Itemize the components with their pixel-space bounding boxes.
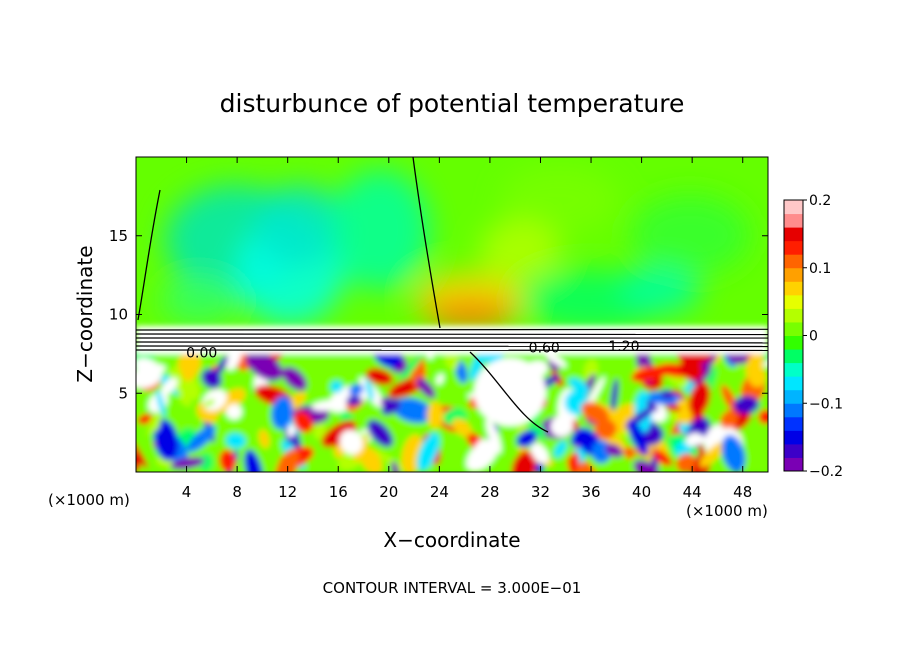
contour-lines	[136, 157, 768, 433]
colorbar-swatch	[784, 267, 803, 282]
x-tick-label: 8	[232, 483, 242, 501]
colorbar-swatch	[784, 200, 803, 215]
colorbar-swatch	[784, 335, 803, 350]
x-tick-label: 44	[683, 483, 702, 501]
x-tick-label: 20	[379, 483, 398, 501]
plot-area	[136, 157, 768, 472]
chart-title: disturbunce of potential temperature	[220, 89, 685, 118]
colorbar: 0.2 0.1 0 −0.1 −0.2	[783, 193, 843, 480]
colorbar-swatch	[784, 227, 803, 242]
colorbar-swatch	[784, 240, 803, 255]
colorbar-tick-label: 0.2	[809, 193, 831, 209]
upper-field	[160, 165, 750, 330]
colorbar-swatch	[784, 281, 803, 296]
colorbar-tick-label: 0.1	[809, 261, 831, 277]
contour-label: 0.60	[529, 341, 560, 357]
colorbar-swatch	[784, 362, 803, 377]
colorbar-swatch	[784, 308, 803, 323]
y-axis: 5 10 15	[109, 227, 768, 402]
x-tick-label: 36	[581, 483, 600, 501]
y-axis-label: Z−coordinate	[73, 245, 97, 382]
contour-interval-note: CONTOUR INTERVAL = 3.000E−01	[323, 579, 582, 597]
x-tick-label: 40	[632, 483, 651, 501]
y-tick-label: 15	[109, 227, 128, 245]
colorbar-swatch	[784, 349, 803, 364]
x-tick-label: 4	[182, 483, 192, 501]
colorbar-tick-label: 0	[809, 329, 818, 345]
contour-labels: 0.00 0.60 1.20	[186, 339, 639, 361]
colorbar-swatch	[784, 457, 803, 472]
x-tick-label: 12	[278, 483, 297, 501]
x-unit-right: (×1000 m)	[686, 502, 768, 520]
x-tick-label: 48	[733, 483, 752, 501]
colorbar-swatch	[784, 254, 803, 269]
colorbar-swatch	[784, 213, 803, 228]
colorbar-swatch	[784, 294, 803, 309]
colorbar-swatch	[784, 403, 803, 418]
x-tick-label: 32	[531, 483, 550, 501]
colorbar-swatch	[784, 321, 803, 336]
contour-label: 1.20	[608, 339, 639, 355]
x-unit-left: (×1000 m)	[48, 491, 130, 509]
x-tick-label: 24	[430, 483, 449, 501]
x-axis: 4 8 12 16 20 24 28 32 36 40 44 48	[182, 157, 752, 501]
colorbar-tick-label: −0.1	[809, 396, 843, 412]
colorbar-swatch	[784, 376, 803, 391]
colorbar-tick-label: −0.2	[809, 464, 843, 480]
x-tick-label: 16	[329, 483, 348, 501]
colorbar-swatch	[784, 416, 803, 431]
colorbar-swatch	[784, 430, 803, 445]
colorbar-swatch	[784, 443, 803, 458]
x-axis-label: X−coordinate	[383, 528, 520, 552]
y-tick-label: 5	[118, 384, 128, 402]
colorbar-swatch	[784, 389, 803, 404]
y-tick-label: 10	[109, 306, 128, 324]
x-tick-label: 28	[480, 483, 499, 501]
contour-label: 0.00	[186, 345, 217, 361]
